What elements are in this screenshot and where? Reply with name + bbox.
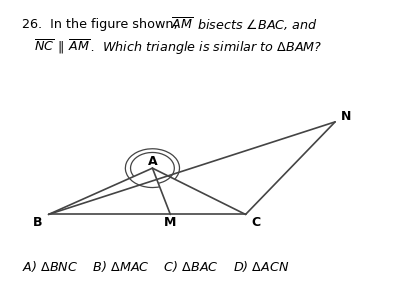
Text: M: M	[164, 216, 177, 229]
Text: .  Which triangle is similar to $\Delta BAM$?: . Which triangle is similar to $\Delta B…	[90, 38, 322, 56]
Text: $\|$: $\|$	[53, 39, 65, 55]
Text: 26.  In the figure shown,: 26. In the figure shown,	[22, 18, 181, 31]
Text: B: B	[33, 216, 43, 229]
Text: C: C	[252, 216, 261, 229]
Text: bisects $\angle BAC$, and: bisects $\angle BAC$, and	[193, 17, 318, 32]
Text: N: N	[341, 110, 351, 123]
Text: A: A	[148, 155, 157, 168]
Text: $\overline{NC}$: $\overline{NC}$	[34, 39, 54, 55]
Text: $\overline{AM}$: $\overline{AM}$	[68, 39, 90, 55]
Text: $\overline{AM}$: $\overline{AM}$	[171, 17, 193, 32]
Text: A) $\Delta BNC$    B) $\Delta MAC$    C) $\Delta BAC$    D) $\Delta ACN$: A) $\Delta BNC$ B) $\Delta MAC$ C) $\Del…	[22, 259, 289, 274]
